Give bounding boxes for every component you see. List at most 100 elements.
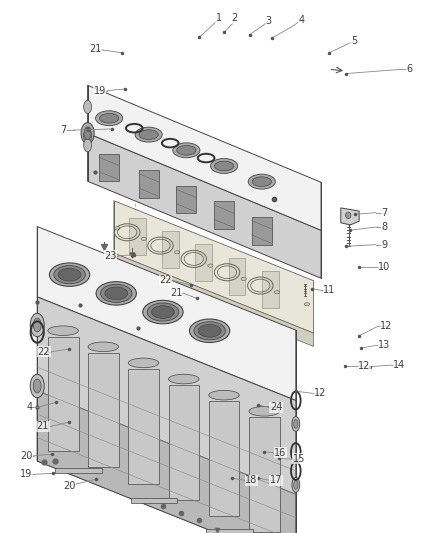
Text: 4: 4 <box>27 402 33 412</box>
Ellipse shape <box>209 390 239 400</box>
Ellipse shape <box>105 287 127 300</box>
Bar <box>138 170 159 198</box>
Ellipse shape <box>190 319 230 343</box>
Text: 2: 2 <box>231 13 237 23</box>
Polygon shape <box>37 297 296 533</box>
Ellipse shape <box>48 326 78 335</box>
Ellipse shape <box>128 358 159 368</box>
Ellipse shape <box>248 174 276 189</box>
Ellipse shape <box>88 342 119 352</box>
Text: 16: 16 <box>274 448 286 457</box>
Ellipse shape <box>49 263 90 286</box>
Text: 21: 21 <box>170 288 182 298</box>
Bar <box>129 218 145 255</box>
Ellipse shape <box>194 322 226 340</box>
Polygon shape <box>114 201 314 333</box>
Circle shape <box>346 212 351 219</box>
Ellipse shape <box>100 284 132 302</box>
Text: 22: 22 <box>38 347 50 357</box>
Ellipse shape <box>249 407 279 416</box>
Ellipse shape <box>292 478 300 492</box>
Ellipse shape <box>84 129 92 142</box>
Ellipse shape <box>99 114 119 123</box>
Bar <box>262 271 279 308</box>
Ellipse shape <box>252 177 272 187</box>
Text: 17: 17 <box>270 475 282 485</box>
Ellipse shape <box>292 416 300 431</box>
Text: 12: 12 <box>314 389 327 398</box>
Bar <box>169 385 199 499</box>
Polygon shape <box>114 253 314 346</box>
Text: 19: 19 <box>20 470 32 479</box>
Text: 13: 13 <box>378 341 391 350</box>
Text: 3: 3 <box>265 17 271 26</box>
Bar <box>229 258 245 295</box>
Text: 7: 7 <box>60 125 67 135</box>
Text: 21: 21 <box>37 422 49 431</box>
Ellipse shape <box>30 313 44 337</box>
Ellipse shape <box>33 318 41 332</box>
Ellipse shape <box>96 281 136 305</box>
Ellipse shape <box>95 111 123 126</box>
Text: 21: 21 <box>89 44 102 54</box>
Polygon shape <box>37 227 296 400</box>
Text: 7: 7 <box>381 208 388 217</box>
Bar <box>88 353 119 467</box>
Ellipse shape <box>33 379 41 393</box>
Text: 24: 24 <box>270 402 282 412</box>
Ellipse shape <box>169 374 199 384</box>
Ellipse shape <box>84 139 92 152</box>
Ellipse shape <box>208 264 213 267</box>
Text: 19: 19 <box>94 86 106 95</box>
Ellipse shape <box>139 130 158 140</box>
Text: 9: 9 <box>381 240 388 249</box>
Polygon shape <box>37 391 296 533</box>
Text: 5: 5 <box>351 36 357 46</box>
Ellipse shape <box>84 100 92 114</box>
Bar <box>128 369 159 483</box>
Bar <box>48 337 78 451</box>
Ellipse shape <box>152 306 174 318</box>
Ellipse shape <box>215 161 234 171</box>
Ellipse shape <box>293 481 298 489</box>
Bar <box>131 498 177 503</box>
Ellipse shape <box>84 127 91 140</box>
Bar <box>177 185 196 213</box>
Ellipse shape <box>143 301 183 324</box>
Text: 12: 12 <box>380 321 392 331</box>
Ellipse shape <box>173 143 200 158</box>
Ellipse shape <box>274 290 279 294</box>
Text: 4: 4 <box>298 15 304 25</box>
Ellipse shape <box>81 123 94 144</box>
Ellipse shape <box>30 374 44 398</box>
Bar <box>99 154 119 181</box>
Text: 6: 6 <box>406 64 412 74</box>
Text: 12: 12 <box>358 361 371 370</box>
Text: 14: 14 <box>393 360 406 370</box>
Bar <box>249 417 279 532</box>
Ellipse shape <box>54 265 85 284</box>
Text: 20: 20 <box>63 481 75 491</box>
Bar <box>206 529 253 533</box>
Ellipse shape <box>115 227 120 230</box>
Bar <box>252 217 272 245</box>
Text: 23: 23 <box>104 251 117 261</box>
Text: 22: 22 <box>159 276 172 285</box>
Polygon shape <box>88 133 321 278</box>
Ellipse shape <box>141 237 146 240</box>
Bar <box>195 245 212 281</box>
Ellipse shape <box>241 277 246 280</box>
Text: 11: 11 <box>323 286 336 295</box>
Text: 1: 1 <box>216 13 222 23</box>
Bar <box>162 231 179 268</box>
Ellipse shape <box>293 419 298 428</box>
Text: 8: 8 <box>381 222 388 232</box>
Text: 10: 10 <box>378 262 391 272</box>
Ellipse shape <box>177 146 196 155</box>
Ellipse shape <box>135 127 162 142</box>
Text: 20: 20 <box>20 451 32 461</box>
Ellipse shape <box>304 303 310 306</box>
Ellipse shape <box>211 158 238 173</box>
Text: 18: 18 <box>245 475 258 485</box>
Ellipse shape <box>58 268 81 281</box>
